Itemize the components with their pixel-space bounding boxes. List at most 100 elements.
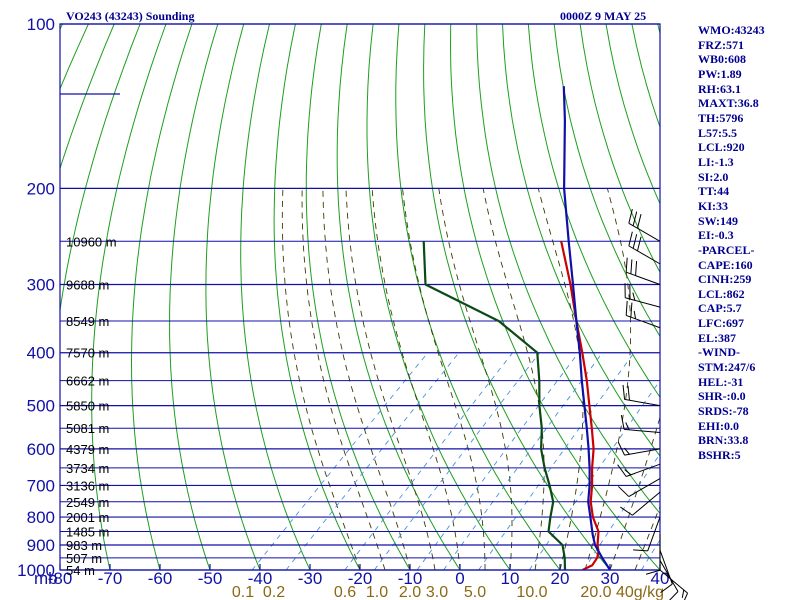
mixing-ratio-label: 1.0 bbox=[366, 584, 388, 600]
wind-barb-flag bbox=[627, 385, 630, 401]
mixing-ratio-label: 10.0 bbox=[516, 584, 547, 600]
dry-adiabat-line bbox=[476, 24, 660, 515]
wind-barb-staff bbox=[628, 222, 661, 242]
wind-barb-flag bbox=[632, 234, 638, 249]
wind-barb-staff bbox=[632, 491, 661, 516]
pressure-tick-label: 200 bbox=[27, 179, 55, 198]
height-label: 9688 m bbox=[66, 278, 109, 293]
wind-barb-staff bbox=[626, 271, 661, 285]
temperature-tick-label: -40 bbox=[248, 569, 273, 588]
wind-barb-staff bbox=[624, 448, 661, 456]
wind-barb bbox=[628, 231, 661, 265]
parcel-profile bbox=[562, 86, 611, 570]
wind-barb bbox=[620, 491, 661, 516]
wind-barb bbox=[620, 414, 661, 434]
dry-adiabat-line bbox=[553, 24, 660, 338]
height-label: 4379 m bbox=[66, 442, 109, 457]
height-label: 8549 m bbox=[66, 314, 109, 329]
dry-adiabat-line bbox=[366, 24, 511, 570]
mixing-ratio-label: 0.6 bbox=[334, 584, 356, 600]
temperature-tick-label: -50 bbox=[198, 569, 223, 588]
mixing-ratio-label: 2.0 bbox=[399, 584, 421, 600]
index-item: LCL:920 bbox=[698, 140, 745, 155]
wind-barb-staff bbox=[624, 428, 661, 434]
sounding-profiles bbox=[422, 86, 611, 570]
wind-barb-flag bbox=[624, 469, 632, 476]
wind-barb-staff bbox=[626, 314, 661, 329]
height-label: 3734 m bbox=[66, 461, 109, 476]
temperature-tick-label: -30 bbox=[298, 569, 323, 588]
dry-adiabat-line bbox=[205, 24, 261, 570]
wind-barb-flag bbox=[630, 259, 633, 274]
height-label: 2549 m bbox=[66, 495, 109, 510]
height-label: 2001 m bbox=[66, 510, 109, 525]
wind-barb bbox=[622, 384, 661, 407]
index-item: -PARCEL- bbox=[698, 242, 755, 257]
wind-barb-flag bbox=[620, 414, 625, 430]
temperature-tick-label: -70 bbox=[98, 569, 123, 588]
index-item: L57:5.5 bbox=[698, 125, 737, 140]
wind-barb bbox=[617, 441, 661, 456]
pressure-tick-label: 600 bbox=[27, 440, 55, 459]
mixing-ratio-labels: 0.1 0.2 0.6 1.0 2.0 3.0 5.0 10.0 20.0 40g/kg bbox=[232, 584, 664, 600]
wind-barb bbox=[617, 463, 661, 477]
temperature-tick-label: -20 bbox=[348, 569, 373, 588]
pressure-tick-label: 800 bbox=[27, 508, 55, 527]
pressure-tick-label: 300 bbox=[27, 276, 55, 295]
wind-barb bbox=[645, 534, 661, 575]
index-item: SHR-:0.0 bbox=[698, 389, 746, 404]
height-label: 6662 m bbox=[66, 374, 109, 389]
height-label: 5081 m bbox=[66, 421, 109, 436]
wind-barb bbox=[628, 209, 661, 242]
temperature-tick-label: 10 bbox=[501, 569, 520, 588]
mixing-ratio-label: 5.0 bbox=[464, 584, 486, 600]
mixing-ratio-label: 0.1 bbox=[232, 584, 254, 600]
height-label: 10960 m bbox=[66, 234, 117, 249]
height-label: 983 m bbox=[66, 538, 102, 553]
pressure-tick-label: 500 bbox=[27, 397, 55, 416]
pressure-tick-label: 1000 bbox=[17, 561, 55, 580]
index-item: CAPE:160 bbox=[698, 257, 753, 272]
index-item: LI:-1.3 bbox=[698, 154, 734, 169]
wind-barb-flag bbox=[630, 302, 633, 318]
temperature-tick-label: 20 bbox=[551, 569, 570, 588]
moist-adiabat-line bbox=[281, 188, 361, 570]
index-item: TT:44 bbox=[698, 184, 730, 199]
pressure-tick-label: 900 bbox=[27, 536, 55, 555]
index-item: HEL:-31 bbox=[698, 374, 744, 389]
wind-barb-flag bbox=[636, 236, 642, 251]
height-label: 7570 m bbox=[66, 346, 109, 361]
index-item: CAP:5.7 bbox=[698, 301, 742, 316]
pressure-tick-label: 400 bbox=[27, 344, 55, 363]
index-item: KI:33 bbox=[698, 198, 728, 213]
index-item: SI:2.0 bbox=[698, 169, 729, 184]
index-item: STM:247/6 bbox=[698, 360, 756, 375]
index-item: BSHR:5 bbox=[698, 448, 741, 463]
mixing-ratio-label: 40g/kg bbox=[616, 584, 664, 600]
index-item: SRDS:-78 bbox=[698, 404, 749, 419]
temperature-tick-label: -10 bbox=[398, 569, 423, 588]
height-label: 507 m bbox=[66, 551, 102, 566]
wind-barb-flag bbox=[645, 569, 661, 575]
height-label: 54 m bbox=[66, 563, 95, 578]
wind-barbs bbox=[617, 209, 689, 600]
wind-barb-flag bbox=[636, 214, 642, 229]
dry-adiabat-line bbox=[449, 24, 660, 570]
sounding-time: 0000Z 9 MAY 25 bbox=[560, 9, 647, 23]
dry-adiabat-line bbox=[273, 24, 361, 570]
wind-barb bbox=[625, 257, 661, 285]
wind-barb-flag bbox=[632, 292, 636, 301]
index-item: PW:1.89 bbox=[698, 66, 742, 81]
index-item: LCL:862 bbox=[698, 286, 745, 301]
wind-barb-staff bbox=[626, 463, 661, 477]
mixing-ratio-label: 3.0 bbox=[426, 584, 448, 600]
dry-adiabat-line bbox=[336, 24, 461, 570]
mixing-ratio-label: 0.2 bbox=[263, 584, 285, 600]
dry-adiabat-line bbox=[60, 24, 141, 570]
wind-barb-staff bbox=[625, 297, 661, 308]
wind-barb bbox=[633, 516, 661, 552]
temperature-tick-label: -60 bbox=[148, 569, 173, 588]
index-item: TH:5796 bbox=[698, 110, 744, 125]
wind-barb-staff bbox=[647, 516, 661, 552]
wind-barb-flag bbox=[633, 549, 648, 552]
